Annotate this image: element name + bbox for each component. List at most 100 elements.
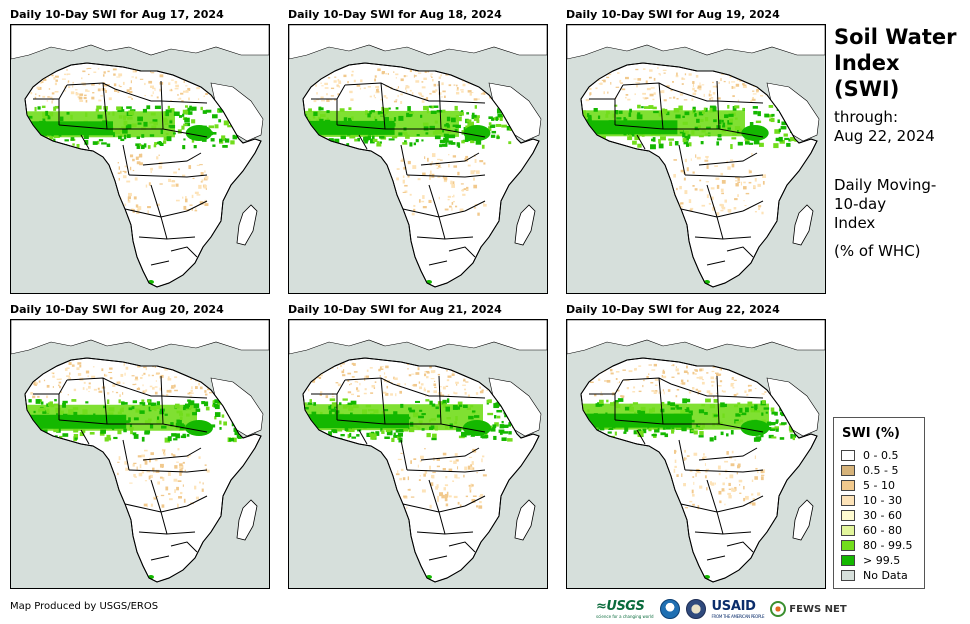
coastline	[302, 62, 540, 288]
country-border	[416, 531, 446, 535]
country-border	[400, 144, 408, 176]
country-border	[58, 124, 163, 130]
madagascar	[236, 204, 258, 246]
africa-map-svg	[289, 25, 547, 293]
country-border	[448, 246, 476, 258]
legend-item: 30 - 60	[841, 508, 902, 522]
country-border	[420, 447, 480, 461]
africa-map-svg	[567, 320, 825, 588]
country-border	[670, 88, 717, 102]
country-border	[698, 152, 758, 166]
country-border	[726, 541, 754, 553]
country-border	[636, 134, 646, 150]
country-border	[114, 383, 161, 397]
country-border	[406, 174, 486, 178]
legend-swatch	[841, 509, 855, 521]
country-border	[716, 395, 764, 399]
legend-item: 0.5 - 5	[841, 463, 898, 477]
country-border	[684, 469, 764, 473]
country-border	[80, 134, 90, 150]
legend-label: 0.5 - 5	[863, 463, 899, 477]
logo-strip: ≈USGS science for a changing world USAID…	[596, 598, 847, 620]
legend-item: No Data	[841, 568, 908, 582]
country-border	[380, 377, 386, 425]
country-border	[440, 423, 486, 433]
country-border	[380, 82, 386, 130]
legend-label: 0 - 0.5	[863, 448, 899, 462]
globe-icon	[770, 601, 787, 617]
country-border	[138, 531, 168, 535]
panel-title: Daily 10-Day SWI for Aug 19, 2024	[566, 8, 780, 21]
legend-swatch	[841, 479, 855, 491]
country-border	[170, 246, 198, 258]
country-border	[392, 383, 439, 397]
coastline	[580, 357, 818, 583]
country-border	[678, 144, 686, 176]
usaid-tagline: FROM THE AMERICAN PEOPLE	[711, 614, 765, 619]
country-border	[658, 82, 664, 130]
country-border	[160, 80, 164, 130]
desc-line: 10-day	[834, 195, 887, 213]
country-border	[428, 260, 448, 266]
africa-map-svg	[567, 25, 825, 293]
coastline	[302, 357, 540, 583]
country-border	[706, 184, 718, 218]
legend-label: > 99.5	[863, 553, 901, 567]
country-border	[428, 479, 440, 513]
title-line: Index	[834, 51, 900, 75]
country-border	[438, 375, 442, 425]
country-border	[716, 80, 720, 130]
country-border	[440, 128, 486, 138]
country-border	[170, 541, 198, 553]
europe-landmass	[11, 25, 269, 60]
country-border	[336, 124, 441, 130]
state-dept-seal-icon	[685, 599, 706, 619]
country-border	[162, 423, 208, 433]
europe-landmass	[567, 320, 825, 355]
swi-map	[566, 24, 826, 294]
country-border	[150, 184, 162, 218]
country-border	[718, 128, 764, 138]
country-border	[406, 469, 486, 473]
legend-swatch	[841, 539, 855, 551]
country-border	[138, 236, 168, 240]
africa-map-svg	[11, 25, 269, 293]
coastline	[580, 62, 818, 288]
description-block: Daily Moving- 10-day Index	[834, 176, 970, 233]
legend-swatch	[841, 449, 855, 461]
country-border	[336, 419, 441, 425]
europe-landmass	[289, 320, 547, 355]
madagascar	[236, 499, 258, 541]
country-border	[128, 174, 208, 178]
legend-label: 60 - 80	[863, 523, 902, 537]
legend-swatch	[841, 554, 855, 566]
country-border	[684, 174, 764, 178]
country-border	[428, 184, 440, 218]
panel-title: Daily 10-Day SWI for Aug 21, 2024	[288, 303, 502, 316]
panel-title: Daily 10-Day SWI for Aug 17, 2024	[10, 8, 224, 21]
legend: SWI (%) 0 - 0.5 0.5 - 5 5 - 10 10 - 30 3…	[833, 417, 925, 589]
country-border	[416, 236, 446, 240]
legend-item: 10 - 30	[841, 493, 902, 507]
through-block: through: Aug 22, 2024	[834, 108, 970, 146]
legend-swatch	[841, 464, 855, 476]
country-border	[122, 439, 130, 471]
country-border	[694, 236, 724, 240]
country-border	[742, 495, 764, 507]
country-border	[150, 479, 162, 513]
country-border	[58, 419, 163, 425]
legend-label: 5 - 10	[863, 478, 895, 492]
through-label: through:	[834, 108, 898, 126]
legend-item: 5 - 10	[841, 478, 895, 492]
country-border	[614, 419, 719, 425]
title-line: Soil Water	[834, 25, 957, 49]
country-border	[392, 88, 439, 102]
desc-line: Index	[834, 214, 876, 232]
europe-landmass	[567, 25, 825, 60]
country-border	[102, 82, 108, 130]
madagascar	[514, 204, 536, 246]
country-border	[428, 555, 448, 561]
country-border	[726, 246, 754, 258]
coastline	[24, 62, 262, 288]
legend-label: 10 - 30	[863, 493, 902, 507]
